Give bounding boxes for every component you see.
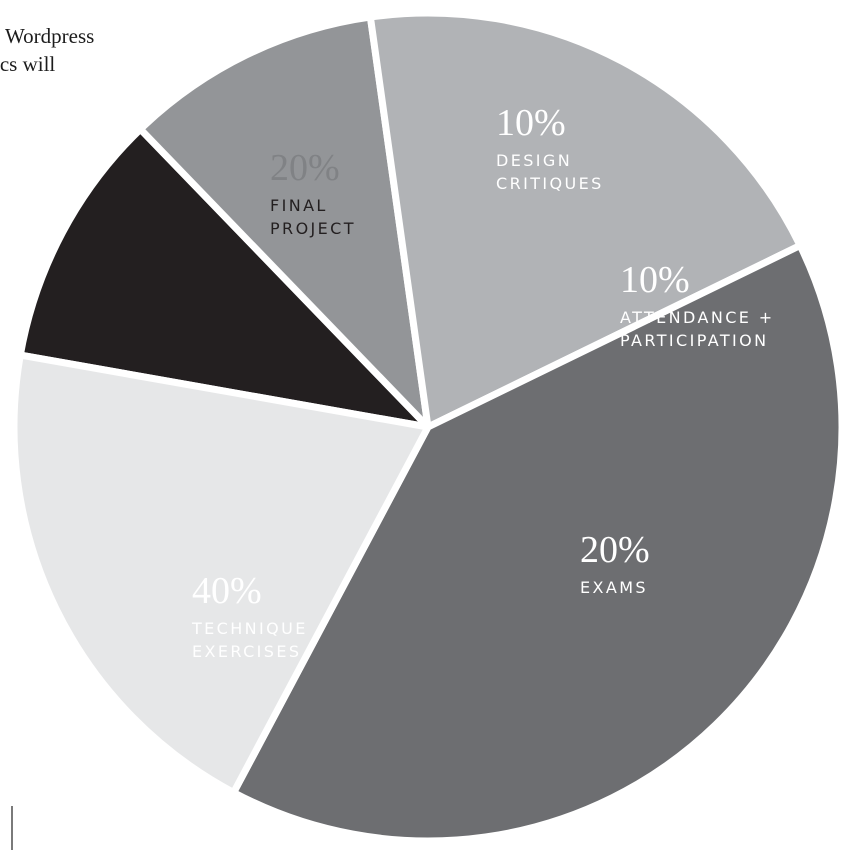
pie-labels: 10% DESIGN CRITIQUES 10% ATTENDANCE + PARTICI…: [191, 102, 775, 661]
slice-percent-label: 20%: [270, 147, 340, 189]
pie-slices: [10, 9, 846, 845]
slice-percent-label: 40%: [192, 570, 262, 612]
slice-category-label: PROJECT: [270, 219, 356, 238]
pie-slice: [16, 125, 432, 431]
slice-category-label: ATTENDANCE +: [620, 308, 775, 327]
background-text-line: Wordpress: [5, 24, 95, 48]
slice-category-label: EXERCISES: [192, 642, 301, 661]
pie-slice: [136, 13, 432, 431]
background-text-line: ics will: [0, 52, 56, 76]
pie-slice: [230, 242, 846, 845]
slice-category-label: CRITIQUES: [496, 174, 604, 193]
slice-percent-label: 10%: [620, 259, 690, 301]
background-text: Wordpress ics will: [0, 22, 160, 78]
slice-category-label: FINAL: [270, 196, 328, 215]
slice-category-label: PARTICIPATION: [620, 331, 769, 350]
slice-category-label: EXAMS: [580, 578, 648, 597]
slice-percent-label: 10%: [496, 102, 566, 144]
slice-category-label: DESIGN: [496, 151, 572, 170]
slice-category-label: TECHNIQUE: [191, 619, 308, 638]
pie-slice: [366, 9, 804, 431]
slice-percent-label: 20%: [580, 529, 650, 571]
pie-slice: [10, 351, 432, 797]
margin-marker: [0, 806, 13, 850]
